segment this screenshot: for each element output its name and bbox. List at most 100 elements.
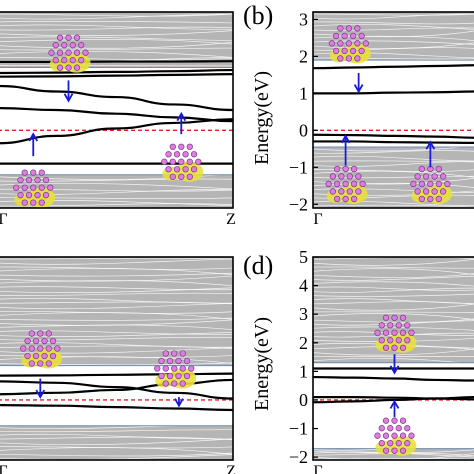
atom	[73, 34, 81, 41]
continuum-band-line	[0, 332, 233, 337]
atom	[404, 337, 411, 344]
band-line	[0, 380, 233, 400]
continuum-band-line	[313, 177, 474, 185]
atom	[378, 425, 385, 432]
continuum-band-line	[313, 27, 474, 31]
continuum-band-line	[313, 293, 474, 297]
band-line	[0, 404, 233, 412]
atom	[30, 199, 37, 206]
continuum-band-line	[313, 204, 474, 208]
y-axis-title-d: Energy(eV)	[251, 317, 273, 411]
atom	[65, 64, 72, 71]
atom	[341, 32, 348, 40]
plot-frame	[0, 11, 234, 209]
continuum-band-line	[0, 41, 233, 49]
atom	[395, 337, 402, 344]
atom	[349, 47, 357, 55]
atom	[399, 432, 407, 439]
atom	[342, 195, 349, 203]
atom	[395, 322, 402, 329]
atom	[73, 64, 81, 71]
atom	[338, 173, 345, 180]
transition-arrow	[389, 399, 400, 418]
continuum-band-line	[313, 301, 474, 305]
atom	[65, 34, 72, 41]
atom	[25, 177, 33, 184]
y-axis-title-b: Energy(eV)	[251, 71, 273, 165]
atom	[399, 344, 407, 351]
continuum-band-line	[313, 303, 474, 311]
atom	[56, 64, 64, 71]
continuum-band-line	[0, 57, 233, 61]
atom	[431, 188, 438, 195]
atom	[337, 25, 344, 32]
atom	[162, 380, 169, 387]
atom	[439, 173, 447, 180]
band-line	[313, 133, 474, 139]
atom	[13, 184, 20, 191]
continuum-band-line	[0, 454, 233, 460]
atom	[333, 195, 341, 203]
y-tick-label: −1	[289, 419, 308, 439]
atom	[37, 345, 44, 352]
atom	[387, 322, 394, 329]
continuum-band-line	[0, 429, 233, 433]
y-tick-label: 5	[299, 247, 308, 267]
x-tick-label: Γ	[0, 211, 8, 228]
atom	[431, 173, 438, 180]
atom	[32, 337, 40, 345]
atom	[387, 440, 394, 447]
band-line	[313, 375, 474, 382]
atom	[387, 425, 394, 432]
atom	[410, 180, 417, 188]
atom	[350, 165, 358, 173]
continuum-band-line	[313, 13, 474, 16]
continuum-band-line	[313, 170, 474, 178]
atom	[395, 440, 402, 447]
atom	[45, 330, 52, 337]
atom	[374, 329, 381, 336]
atom	[325, 180, 332, 188]
atom	[69, 57, 76, 64]
atom	[414, 188, 421, 195]
continuum-band-line	[0, 51, 233, 58]
atom	[395, 425, 402, 432]
continuum-region	[0, 425, 233, 460]
continuum-band-line	[313, 286, 474, 291]
atom	[355, 188, 362, 195]
band-line	[0, 68, 233, 75]
atom	[171, 380, 178, 387]
atom	[162, 365, 169, 372]
atom	[171, 350, 178, 357]
atom	[391, 417, 398, 424]
atom	[173, 166, 181, 173]
continuum-band-line	[0, 287, 233, 293]
band-line	[0, 60, 233, 64]
atom	[404, 425, 411, 432]
atom	[34, 192, 41, 199]
transition-arrow	[174, 397, 184, 408]
atom	[32, 352, 40, 360]
atom	[188, 365, 195, 372]
atom	[175, 357, 182, 365]
panel-label-d: (d)	[243, 251, 273, 280]
atom	[404, 322, 411, 329]
continuum-band-line	[0, 345, 233, 350]
band-line	[313, 90, 474, 95]
atom	[346, 173, 354, 180]
y-tick-label: 0	[299, 390, 308, 410]
molecule-illustration	[374, 314, 417, 353]
atom	[378, 440, 385, 447]
atom	[54, 345, 61, 352]
atom	[162, 350, 169, 357]
continuum-band-line	[0, 302, 233, 310]
continuum-band-line	[0, 13, 233, 17]
atom	[333, 165, 341, 173]
continuum-band-line	[313, 47, 474, 51]
x-tick-label: Z	[226, 463, 236, 474]
atom	[179, 350, 186, 357]
atom	[52, 42, 59, 49]
transition-arrow	[425, 140, 436, 168]
atom	[24, 352, 31, 360]
continuum-band-line	[0, 24, 233, 30]
